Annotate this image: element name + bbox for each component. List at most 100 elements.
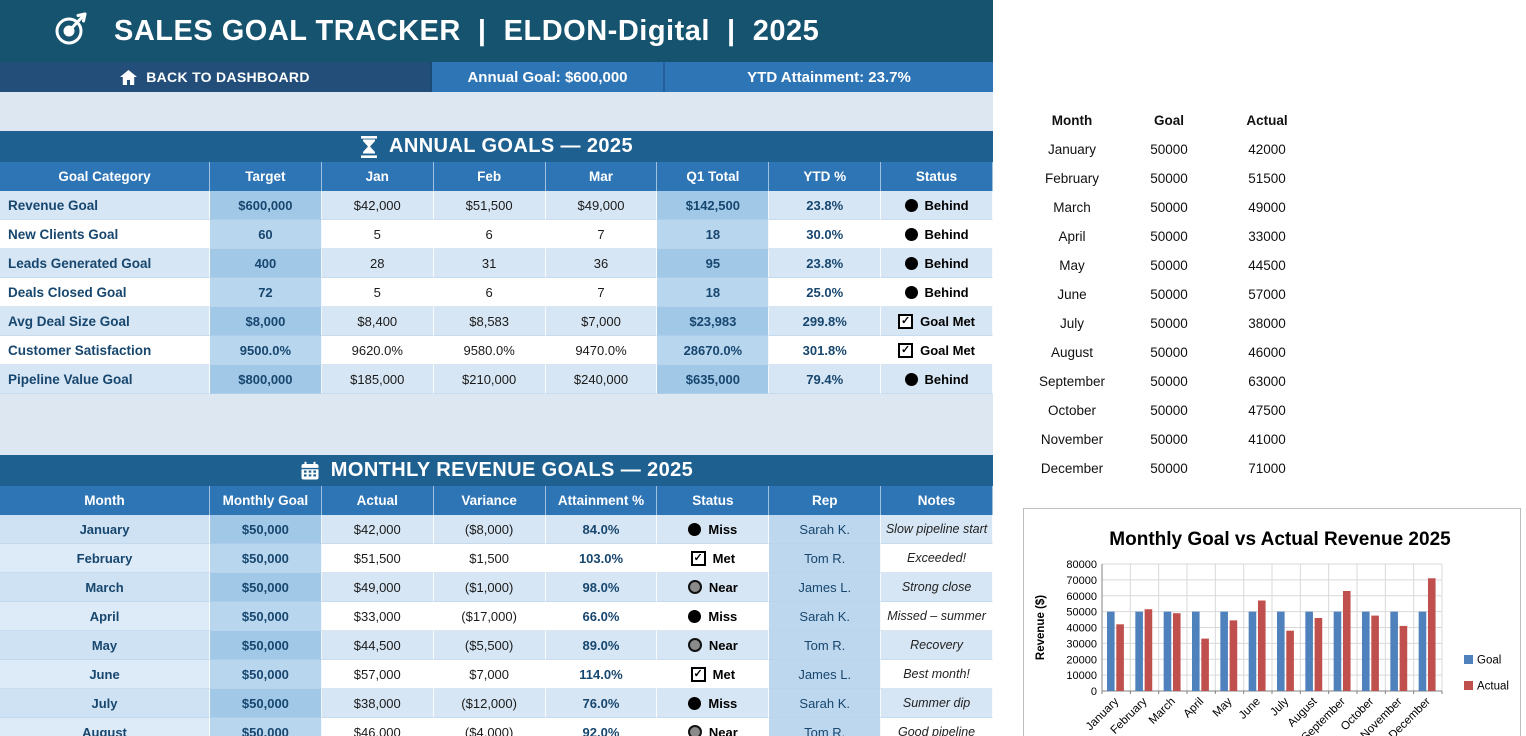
rep-cell[interactable]: Tom R. <box>769 718 882 736</box>
status-cell[interactable]: Behind <box>881 278 993 307</box>
side-data-cell[interactable]: 50000 <box>1150 229 1188 244</box>
side-data-cell[interactable]: 49000 <box>1248 200 1286 215</box>
ytd-percent-cell[interactable]: 30.0% <box>769 220 882 249</box>
variance-cell[interactable]: ($12,000) <box>433 689 546 718</box>
side-data-cell[interactable]: 47500 <box>1248 403 1286 418</box>
status-cell[interactable]: ✓ Goal Met <box>881 336 993 365</box>
side-data-cell[interactable]: 50000 <box>1150 432 1188 447</box>
goal-category-cell[interactable]: Pipeline Value Goal <box>0 365 210 394</box>
side-data-cell[interactable]: 50000 <box>1150 345 1188 360</box>
status-cell[interactable]: Behind <box>881 365 993 394</box>
month-cell[interactable]: April <box>0 602 210 631</box>
notes-cell[interactable]: Exceeded! <box>881 544 993 573</box>
month-cell[interactable]: August <box>0 718 210 736</box>
mar-cell[interactable]: $240,000 <box>545 365 658 394</box>
variance-cell[interactable]: ($5,500) <box>433 631 546 660</box>
mar-cell[interactable]: 7 <box>545 278 658 307</box>
mar-cell[interactable]: $49,000 <box>545 191 658 220</box>
attainment-cell[interactable]: 98.0% <box>545 573 658 602</box>
side-data-cell[interactable]: 38000 <box>1248 316 1286 331</box>
monthly-goal-cell[interactable]: $50,000 <box>210 602 322 631</box>
monthly-goal-cell[interactable]: $50,000 <box>210 573 322 602</box>
goal-category-cell[interactable]: Deals Closed Goal <box>0 278 210 307</box>
side-data-cell[interactable]: June <box>1057 287 1087 302</box>
side-data-cell[interactable]: 41000 <box>1248 432 1286 447</box>
side-data-cell[interactable]: July <box>1059 316 1084 331</box>
back-to-dashboard-button[interactable]: BACK TO DASHBOARD <box>0 62 430 92</box>
notes-cell[interactable]: Missed – summer <box>881 602 993 631</box>
variance-cell[interactable]: ($4,000) <box>434 718 546 736</box>
side-data-cell[interactable]: 71000 <box>1248 461 1286 476</box>
ytd-percent-cell[interactable]: 301.8% <box>769 336 882 365</box>
rep-cell[interactable]: James L. <box>769 573 882 602</box>
jan-cell[interactable]: $8,400 <box>321 307 434 336</box>
side-data-cell[interactable]: 50000 <box>1150 287 1188 302</box>
month-cell[interactable]: May <box>0 631 210 660</box>
q1-total-cell[interactable]: 28670.0% <box>657 336 770 365</box>
monthly-goal-cell[interactable]: $50,000 <box>210 689 322 718</box>
side-data-cell[interactable]: December <box>1040 461 1104 476</box>
notes-cell[interactable]: Good pipeline <box>881 718 993 736</box>
attainment-cell[interactable]: 92.0% <box>546 718 658 736</box>
variance-cell[interactable]: ($17,000) <box>433 602 546 631</box>
ytd-percent-cell[interactable]: 299.8% <box>769 307 882 336</box>
side-data-cell[interactable]: March <box>1053 200 1091 215</box>
jan-cell[interactable]: 5 <box>321 220 434 249</box>
rep-cell[interactable]: James L. <box>769 660 882 689</box>
q1-total-cell[interactable]: $635,000 <box>657 365 770 394</box>
feb-cell[interactable]: 6 <box>433 278 546 307</box>
actual-cell[interactable]: $44,500 <box>321 631 434 660</box>
ytd-percent-cell[interactable]: 79.4% <box>769 365 882 394</box>
side-data-cell[interactable]: November <box>1040 432 1104 447</box>
target-cell[interactable]: 9500.0% <box>210 336 322 365</box>
side-data-cell[interactable]: 46000 <box>1248 345 1286 360</box>
side-data-cell[interactable]: 50000 <box>1150 258 1188 273</box>
goal-category-cell[interactable]: Leads Generated Goal <box>0 249 210 278</box>
target-cell[interactable]: $8,000 <box>210 307 322 336</box>
side-data-cell[interactable]: 57000 <box>1248 287 1286 302</box>
monthly-goal-cell[interactable]: $50,000 <box>210 718 322 736</box>
monthly-goal-cell[interactable]: $50,000 <box>210 660 322 689</box>
attainment-cell[interactable]: 89.0% <box>545 631 658 660</box>
actual-cell[interactable]: $46,000 <box>322 718 434 736</box>
feb-cell[interactable]: 6 <box>433 220 546 249</box>
month-cell[interactable]: June <box>0 660 210 689</box>
side-data-cell[interactable]: 50000 <box>1150 374 1188 389</box>
side-data-cell[interactable]: August <box>1050 345 1094 360</box>
goal-category-cell[interactable]: Avg Deal Size Goal <box>0 307 210 336</box>
status-cell[interactable]: Miss <box>657 515 770 544</box>
rep-cell[interactable]: Tom R. <box>769 631 882 660</box>
status-cell[interactable]: ✓ Met <box>657 544 770 573</box>
q1-total-cell[interactable]: $142,500 <box>657 191 770 220</box>
status-cell[interactable]: Miss <box>657 689 770 718</box>
monthly-goal-cell[interactable]: $50,000 <box>210 544 322 573</box>
month-cell[interactable]: July <box>0 689 210 718</box>
attainment-cell[interactable]: 66.0% <box>545 602 658 631</box>
actual-cell[interactable]: $57,000 <box>321 660 434 689</box>
side-data-cell[interactable]: 50000 <box>1150 403 1188 418</box>
side-data-cell[interactable]: 33000 <box>1248 229 1286 244</box>
month-cell[interactable]: March <box>0 573 210 602</box>
side-data-cell[interactable]: September <box>1038 374 1106 389</box>
actual-cell[interactable]: $49,000 <box>321 573 434 602</box>
status-cell[interactable]: Behind <box>881 220 993 249</box>
side-data-cell[interactable]: 63000 <box>1248 374 1286 389</box>
q1-total-cell[interactable]: 18 <box>657 278 770 307</box>
jan-cell[interactable]: $185,000 <box>321 365 434 394</box>
variance-cell[interactable]: $1,500 <box>433 544 546 573</box>
ytd-percent-cell[interactable]: 25.0% <box>769 278 882 307</box>
mar-cell[interactable]: $7,000 <box>545 307 658 336</box>
ytd-percent-cell[interactable]: 23.8% <box>769 191 882 220</box>
rep-cell[interactable]: Sarah K. <box>769 602 882 631</box>
status-cell[interactable]: Behind <box>881 249 993 278</box>
variance-cell[interactable]: $7,000 <box>433 660 546 689</box>
side-data-cell[interactable]: 51500 <box>1248 171 1286 186</box>
actual-cell[interactable]: $33,000 <box>321 602 434 631</box>
goal-category-cell[interactable]: New Clients Goal <box>0 220 210 249</box>
target-cell[interactable]: $600,000 <box>210 191 322 220</box>
feb-cell[interactable]: $210,000 <box>433 365 546 394</box>
side-data-cell[interactable]: 50000 <box>1150 200 1188 215</box>
attainment-cell[interactable]: 76.0% <box>545 689 658 718</box>
variance-cell[interactable]: ($1,000) <box>433 573 546 602</box>
side-data-cell[interactable]: 44500 <box>1248 258 1286 273</box>
